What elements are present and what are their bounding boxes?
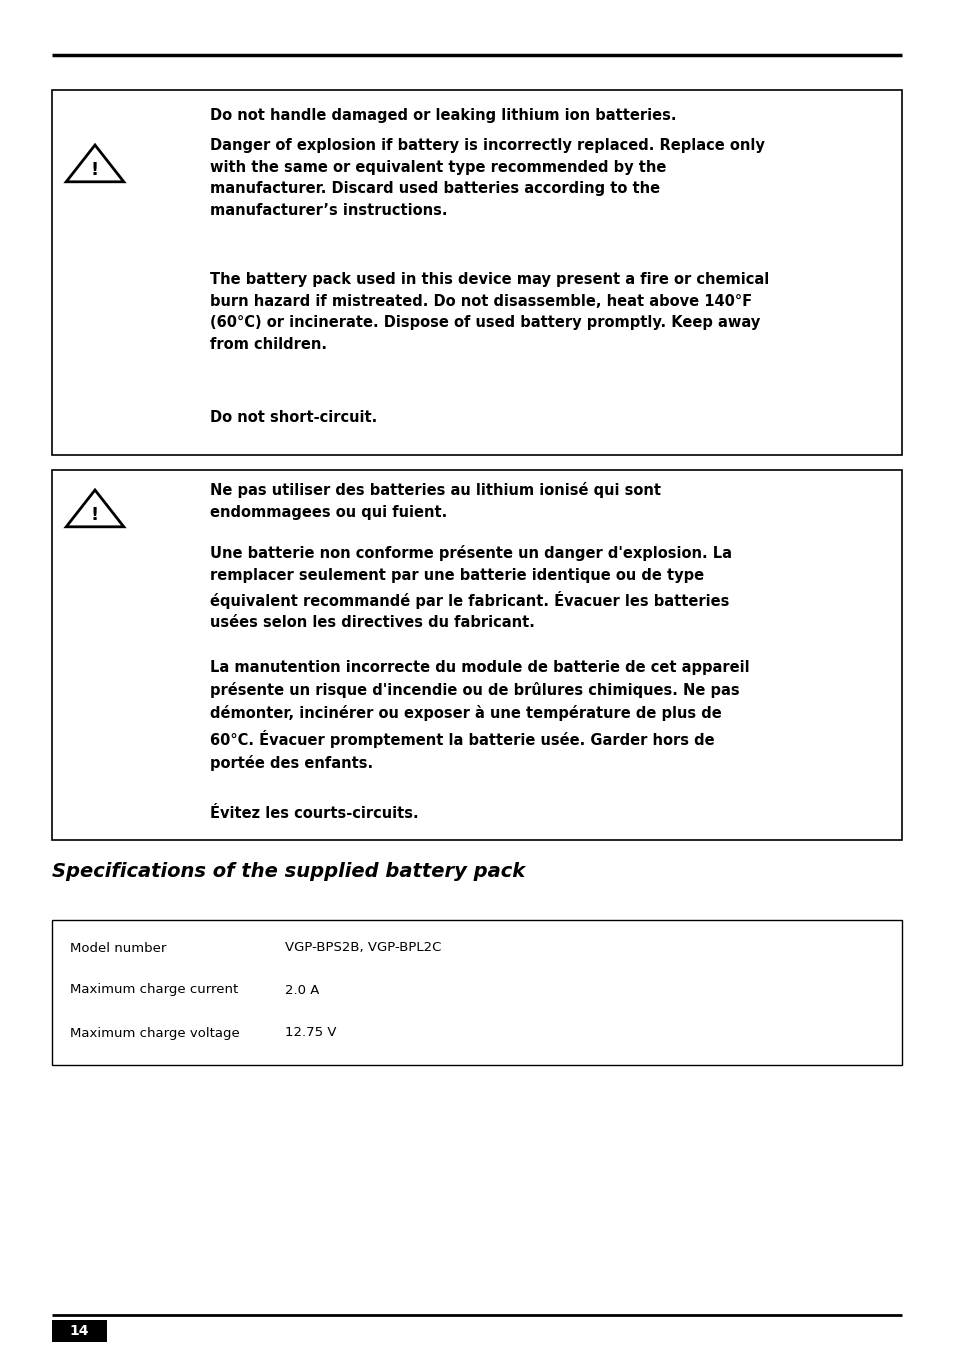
- Text: VGP-BPS2B, VGP-BPL2C: VGP-BPS2B, VGP-BPL2C: [285, 941, 441, 955]
- Bar: [52, 470, 901, 840]
- Text: 2.0 A: 2.0 A: [285, 983, 319, 996]
- Text: Do not handle damaged or leaking lithium ion batteries.: Do not handle damaged or leaking lithium…: [210, 108, 676, 123]
- Text: Danger of explosion if battery is incorrectly replaced. Replace only
with the sa: Danger of explosion if battery is incorr…: [210, 138, 764, 218]
- Bar: [52, 91, 901, 456]
- Text: The battery pack used in this device may present a fire or chemical
burn hazard : The battery pack used in this device may…: [210, 272, 768, 352]
- Text: La manutention incorrecte du module de batterie de cet appareil
présente un risq: La manutention incorrecte du module de b…: [210, 660, 749, 771]
- Text: !: !: [91, 506, 99, 525]
- Text: Ne pas utiliser des batteries au lithium ionisé qui sont
endommagees ou qui fuie: Ne pas utiliser des batteries au lithium…: [210, 483, 660, 519]
- Text: Maximum charge current: Maximum charge current: [70, 983, 238, 996]
- Text: Une batterie non conforme présente un danger d'explosion. La
remplacer seulement: Une batterie non conforme présente un da…: [210, 545, 731, 630]
- Bar: [52, 1320, 107, 1343]
- Text: Maximum charge voltage: Maximum charge voltage: [70, 1026, 239, 1040]
- Text: Specifications of the supplied battery pack: Specifications of the supplied battery p…: [52, 863, 525, 882]
- Text: Do not short-circuit.: Do not short-circuit.: [210, 410, 376, 425]
- Bar: [52, 919, 901, 1065]
- Text: 12.75 V: 12.75 V: [285, 1026, 336, 1040]
- Text: Évitez les courts-circuits.: Évitez les courts-circuits.: [210, 806, 418, 821]
- Text: 14: 14: [70, 1324, 90, 1338]
- Text: !: !: [91, 161, 99, 178]
- Text: Model number: Model number: [70, 941, 166, 955]
